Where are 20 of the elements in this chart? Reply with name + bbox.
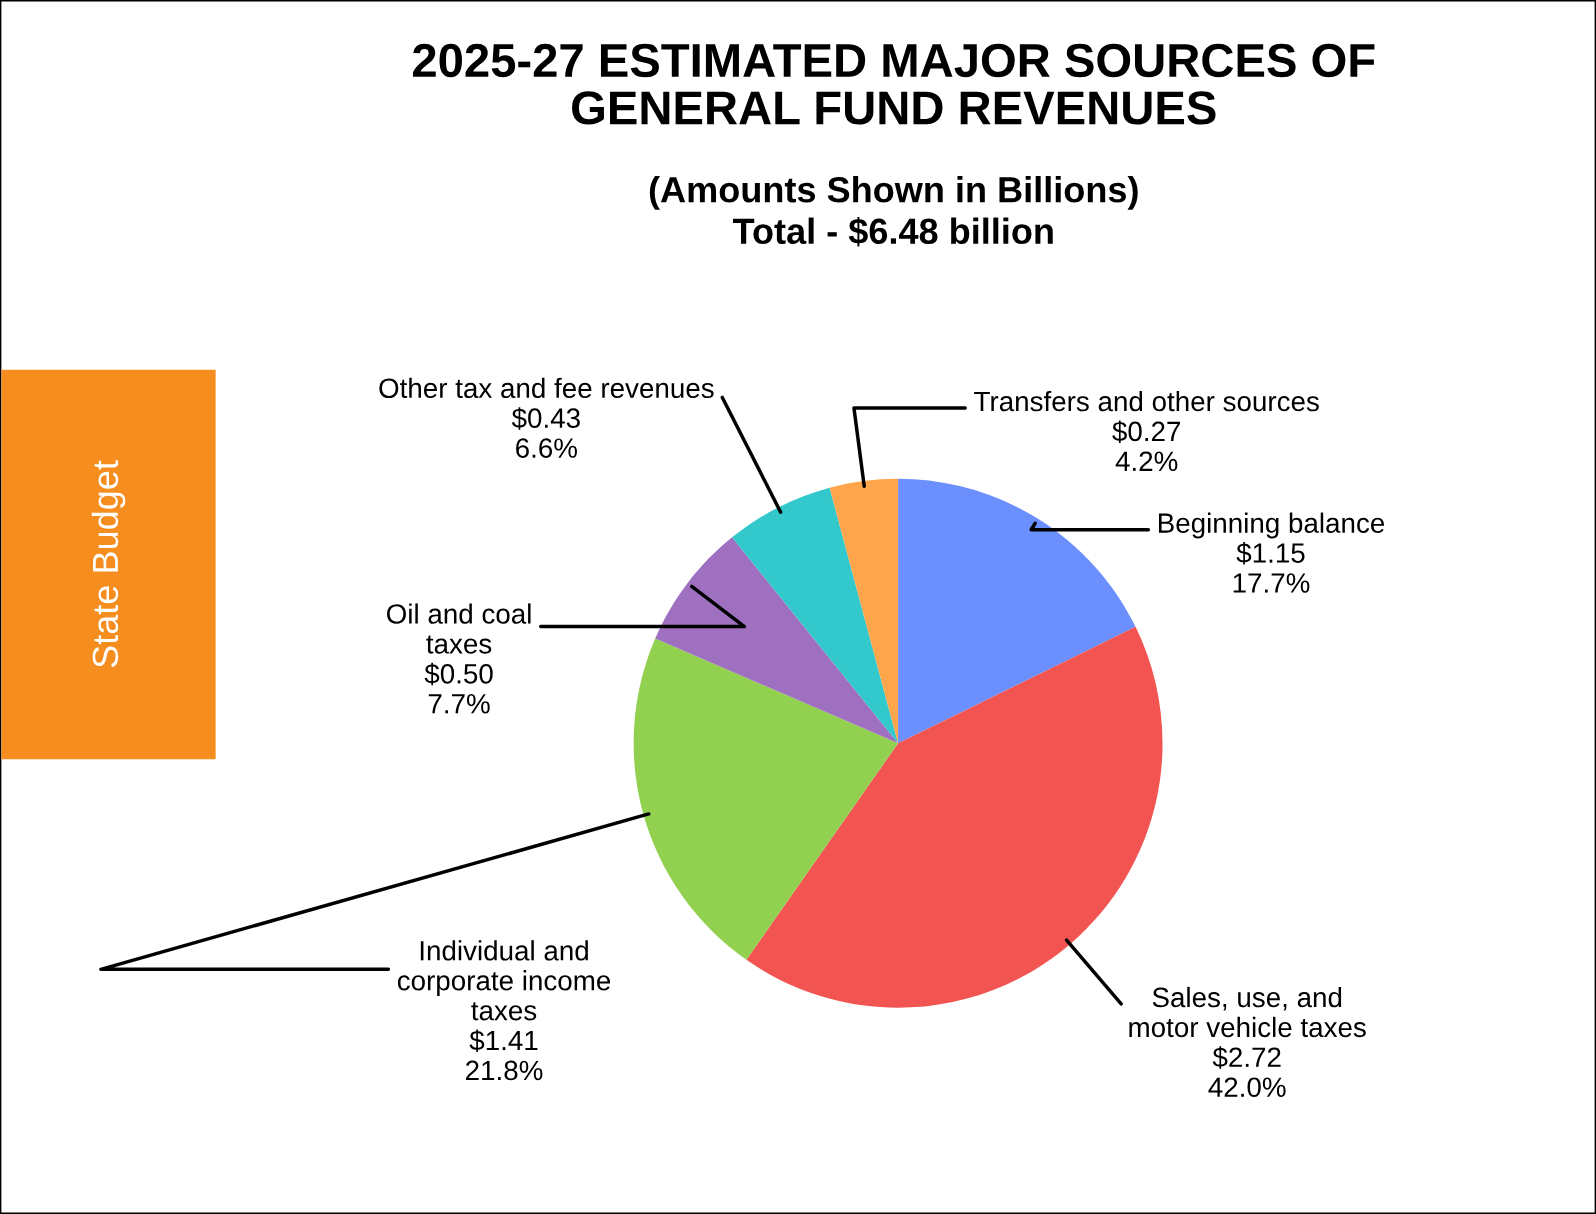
slice-label: Beginning balance bbox=[1158, 512, 1385, 539]
data-label: $1.15 17.7% bbox=[1233, 542, 1310, 593]
pie-slice bbox=[898, 478, 1136, 744]
pie-slice bbox=[655, 537, 899, 744]
slice-label: Transfers and other sources bbox=[974, 390, 1319, 412]
slice-label: Individual and corporate income taxes bbox=[397, 940, 611, 1021]
slice-label: Sales, use, and motor vehicle taxes bbox=[1129, 986, 1366, 1038]
data-label: $0.50 7.7% bbox=[424, 662, 493, 714]
data-label: $2.72 42.0% bbox=[1208, 1046, 1286, 1098]
pie-slice bbox=[633, 638, 899, 960]
chart-title: 2025-27 ESTIMATED MAJOR SOURCES OF GENERAL FUND REVENUES bbox=[413, 43, 1375, 125]
pie-slice bbox=[829, 478, 899, 744]
pie-slice bbox=[732, 487, 899, 744]
slice-label: Oil and coal taxes bbox=[387, 603, 531, 654]
data-label: $0.43 6.6% bbox=[511, 407, 580, 458]
chart-subtitle: (Amounts Shown in Billions) Total - $6.48 billion bbox=[649, 176, 1138, 247]
data-label: $0.27 4.2% bbox=[1112, 420, 1181, 472]
text: State Budget bbox=[91, 460, 126, 668]
slice-label: Other tax and fee revenues bbox=[379, 377, 714, 399]
data-label: $1.41 21.8% bbox=[466, 1029, 543, 1081]
